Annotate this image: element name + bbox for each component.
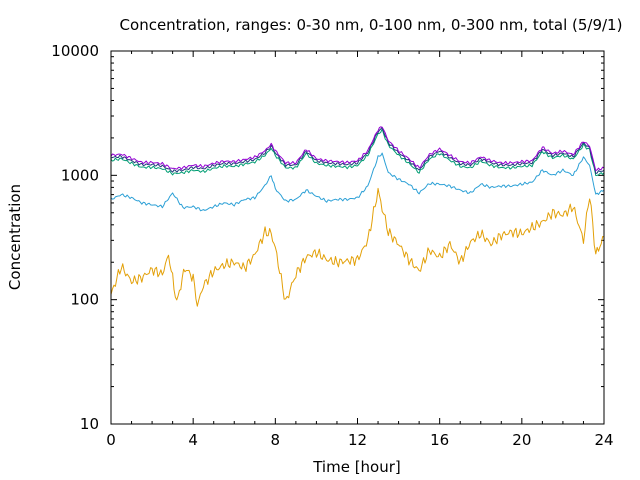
x-tick-label: 0 (106, 431, 116, 449)
series-line-2 (110, 128, 605, 177)
y-tick-label: 10000 (51, 42, 99, 60)
tick-labels: 0 4 8 12 16 20 24 10 100 1000 10000 (51, 42, 613, 449)
series-line-1 (110, 152, 605, 212)
x-tick-label: 20 (512, 431, 531, 449)
x-axis-label: Time [hour] (312, 458, 401, 476)
x-tick-label: 12 (348, 431, 367, 449)
y-axis-label: Concentration (6, 184, 24, 290)
series-group (110, 126, 605, 307)
series-line-3 (110, 126, 605, 175)
x-tick-label: 16 (430, 431, 449, 449)
axis-ticks (110, 50, 605, 425)
y-tick-label: 1000 (61, 166, 99, 184)
series-line-0 (110, 187, 605, 307)
plot-frame (110, 50, 605, 425)
y-tick-label: 10 (80, 415, 99, 433)
y-tick-label: 100 (70, 291, 99, 309)
series-line-4 (110, 126, 605, 172)
chart-title: Concentration, ranges: 0-30 nm, 0-100 nm… (120, 16, 623, 34)
x-tick-label: 8 (271, 431, 281, 449)
x-tick-label: 4 (188, 431, 198, 449)
x-tick-label: 24 (594, 431, 613, 449)
